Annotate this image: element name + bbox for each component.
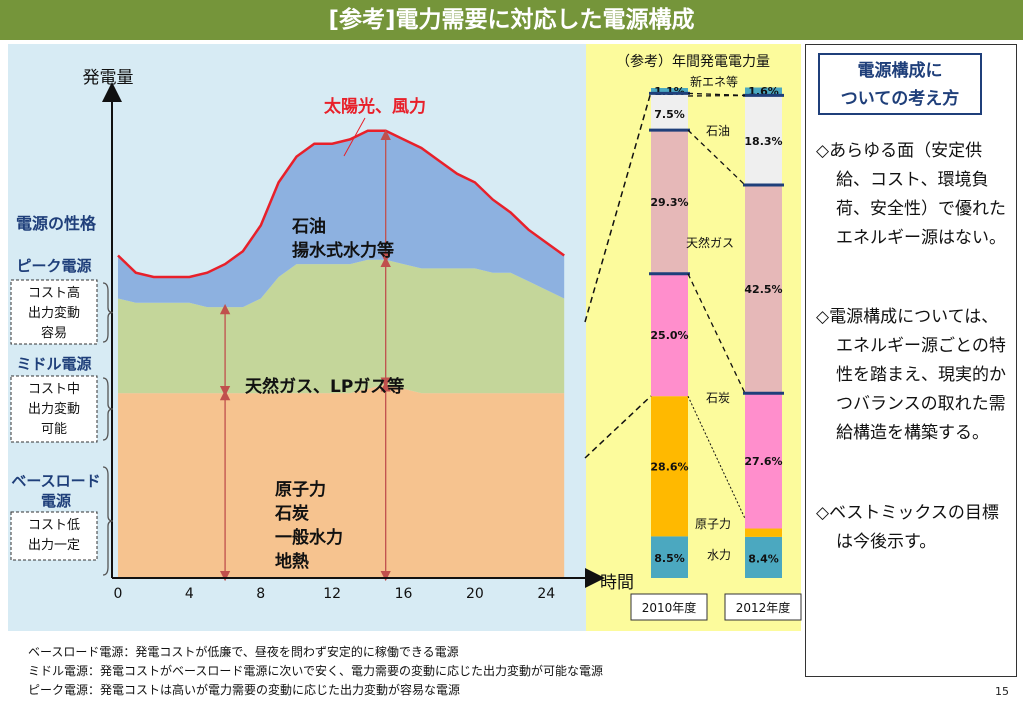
bar-0-new_energy <box>651 88 688 94</box>
brace-2 <box>102 466 114 576</box>
page-title: [参考]電力需要に対応した電源構成 <box>0 0 1023 40</box>
base-source-label-1: 石炭 <box>274 503 309 524</box>
segment-name-nuclear: 原子力 <box>695 517 731 531</box>
base-source-label-3: 地熱 <box>275 551 309 572</box>
note-middle: ミドル電源：発電コストがベースロード電源に次いで安く、電力需要の変動に応じた出力… <box>28 664 604 678</box>
gas-lpg-label: 天然ガス、LPガス等 <box>245 376 404 397</box>
bar-0-oil <box>651 93 688 131</box>
bar-label-1-hydro: 8.4% <box>748 552 779 565</box>
bar-connector-3 <box>687 129 746 186</box>
middle-desc-box <box>10 375 98 443</box>
concept-box: 電源構成に ついての考え方 <box>818 53 982 115</box>
bullet-1: ◇あらゆる面（安定供給、コスト、環境負荷、安全性）で優れたエネルギー源はない。 <box>816 141 1006 248</box>
area-peak <box>118 130 565 308</box>
base-source-label-0: 原子力 <box>275 479 326 500</box>
peak-desc-box <box>10 279 98 345</box>
middle-power-label: ミドル電源 <box>16 355 91 373</box>
bar-label-0-hydro: 8.5% <box>654 552 685 565</box>
bar-1-oil <box>745 95 782 186</box>
segment-name-hydro: 水力 <box>707 548 731 562</box>
pumped-hydro-label: 揚水式水力等 <box>292 240 394 261</box>
bar-1-hydro <box>745 536 782 578</box>
bar-label-1-coal: 27.6% <box>744 455 782 468</box>
baseload-label-2: 電源 <box>41 492 71 510</box>
concept-title-line2: ついての考え方 <box>840 89 960 109</box>
x-tick-12: 12 <box>323 586 341 602</box>
area-base <box>118 384 565 578</box>
bar-label-0-new_energy: 1.1% <box>654 85 685 98</box>
peak-desc-line-0: コスト高 <box>28 285 80 301</box>
segment-name-new-energy: 新エネ等 <box>690 74 738 89</box>
base-desc-line-0: コスト低 <box>28 518 80 533</box>
page-number: 15 <box>995 685 1009 698</box>
bar-label-1-oil: 18.3% <box>744 135 782 148</box>
bullet-3: ◇ベストミックスの目標は今後示す。 <box>816 503 999 552</box>
bar-1-nuclear <box>745 528 782 537</box>
bar-label-1-gas: 42.5% <box>744 283 782 296</box>
x-tick-0: 0 <box>114 586 123 602</box>
y-axis-label: 発電量 <box>83 68 134 88</box>
bar-0-coal <box>651 273 688 397</box>
bar-label-0-oil: 7.5% <box>654 108 685 121</box>
solar-wind-label: 太陽光、風力 <box>324 96 426 117</box>
bar-1-gas <box>745 185 782 394</box>
bar-connector-nuclear <box>687 395 746 519</box>
peak-power-label: ピーク電源 <box>16 257 91 275</box>
base-desc-box <box>10 511 98 561</box>
baseload-label-1: ベースロード <box>11 472 100 490</box>
x-tick-4: 4 <box>185 586 194 602</box>
segment-name-gas: 天然ガス <box>686 235 734 250</box>
bar-1-new_energy <box>745 87 782 96</box>
middle-desc-line-0: コスト中 <box>28 382 80 397</box>
year-label-0: 2010年度 <box>642 600 697 615</box>
year-box-0 <box>630 593 708 621</box>
power-nature-heading: 電源の性格 <box>16 214 97 233</box>
note-peak: ピーク電源：発電コストは高いが電力需要の変動に応じた出力変動が容易な電源 <box>28 683 461 697</box>
projection-line-bottom <box>584 395 652 459</box>
x-tick-16: 16 <box>395 586 413 602</box>
x-tick-24: 24 <box>537 586 555 602</box>
solar-wind-line <box>117 129 565 279</box>
bar-label-0-nuclear: 28.6% <box>650 460 688 473</box>
brace-0 <box>102 282 114 343</box>
projection-line-top <box>584 91 652 323</box>
bar-0-gas <box>651 130 688 274</box>
x-tick-8: 8 <box>256 586 265 602</box>
bar-0-nuclear <box>651 396 688 537</box>
segment-name-coal: 石炭 <box>706 391 730 405</box>
bar-1-coal <box>745 393 782 529</box>
middle-desc-line-2: 可能 <box>41 422 67 437</box>
bar-label-0-coal: 25.0% <box>650 329 688 342</box>
x-tick-20: 20 <box>466 586 484 602</box>
peak-desc-line-1: 出力変動 <box>28 305 80 321</box>
middle-desc-line-1: 出力変動 <box>28 401 80 417</box>
concept-title-line1: 電源構成に <box>857 61 943 81</box>
bar-chart-title: （参考）年間発電電力量 <box>616 53 770 70</box>
base-source-label-2: 一般水力 <box>275 527 343 548</box>
segment-name-oil: 石油 <box>706 124 730 138</box>
solar-wind-pointer <box>343 117 366 157</box>
bar-label-0-gas: 29.3% <box>650 196 688 209</box>
year-label-1: 2012年度 <box>736 600 791 615</box>
brace-1 <box>102 377 114 441</box>
peak-desc-line-2: 容易 <box>41 325 67 341</box>
bar-0-hydro <box>651 536 688 578</box>
right-panel: 電源構成に ついての考え方 ◇あらゆる面（安定供給、コスト、環境負荷、安全性）で… <box>805 44 1017 677</box>
bar-connector-2 <box>687 273 746 394</box>
year-box-1 <box>724 593 802 621</box>
x-axis-label: 時間 <box>600 573 634 593</box>
note-baseload: ベースロード電源：発電コストが低廉で、昼夜を問わず安定的に稼働できる電源 <box>28 645 459 659</box>
base-desc-line-1: 出力一定 <box>28 538 80 553</box>
oil-label: 石油 <box>291 216 326 237</box>
bullet-2: ◇電源構成については、エネルギー源ごとの特性を踏まえ、現実的かつバランスの取れた… <box>816 307 1006 443</box>
